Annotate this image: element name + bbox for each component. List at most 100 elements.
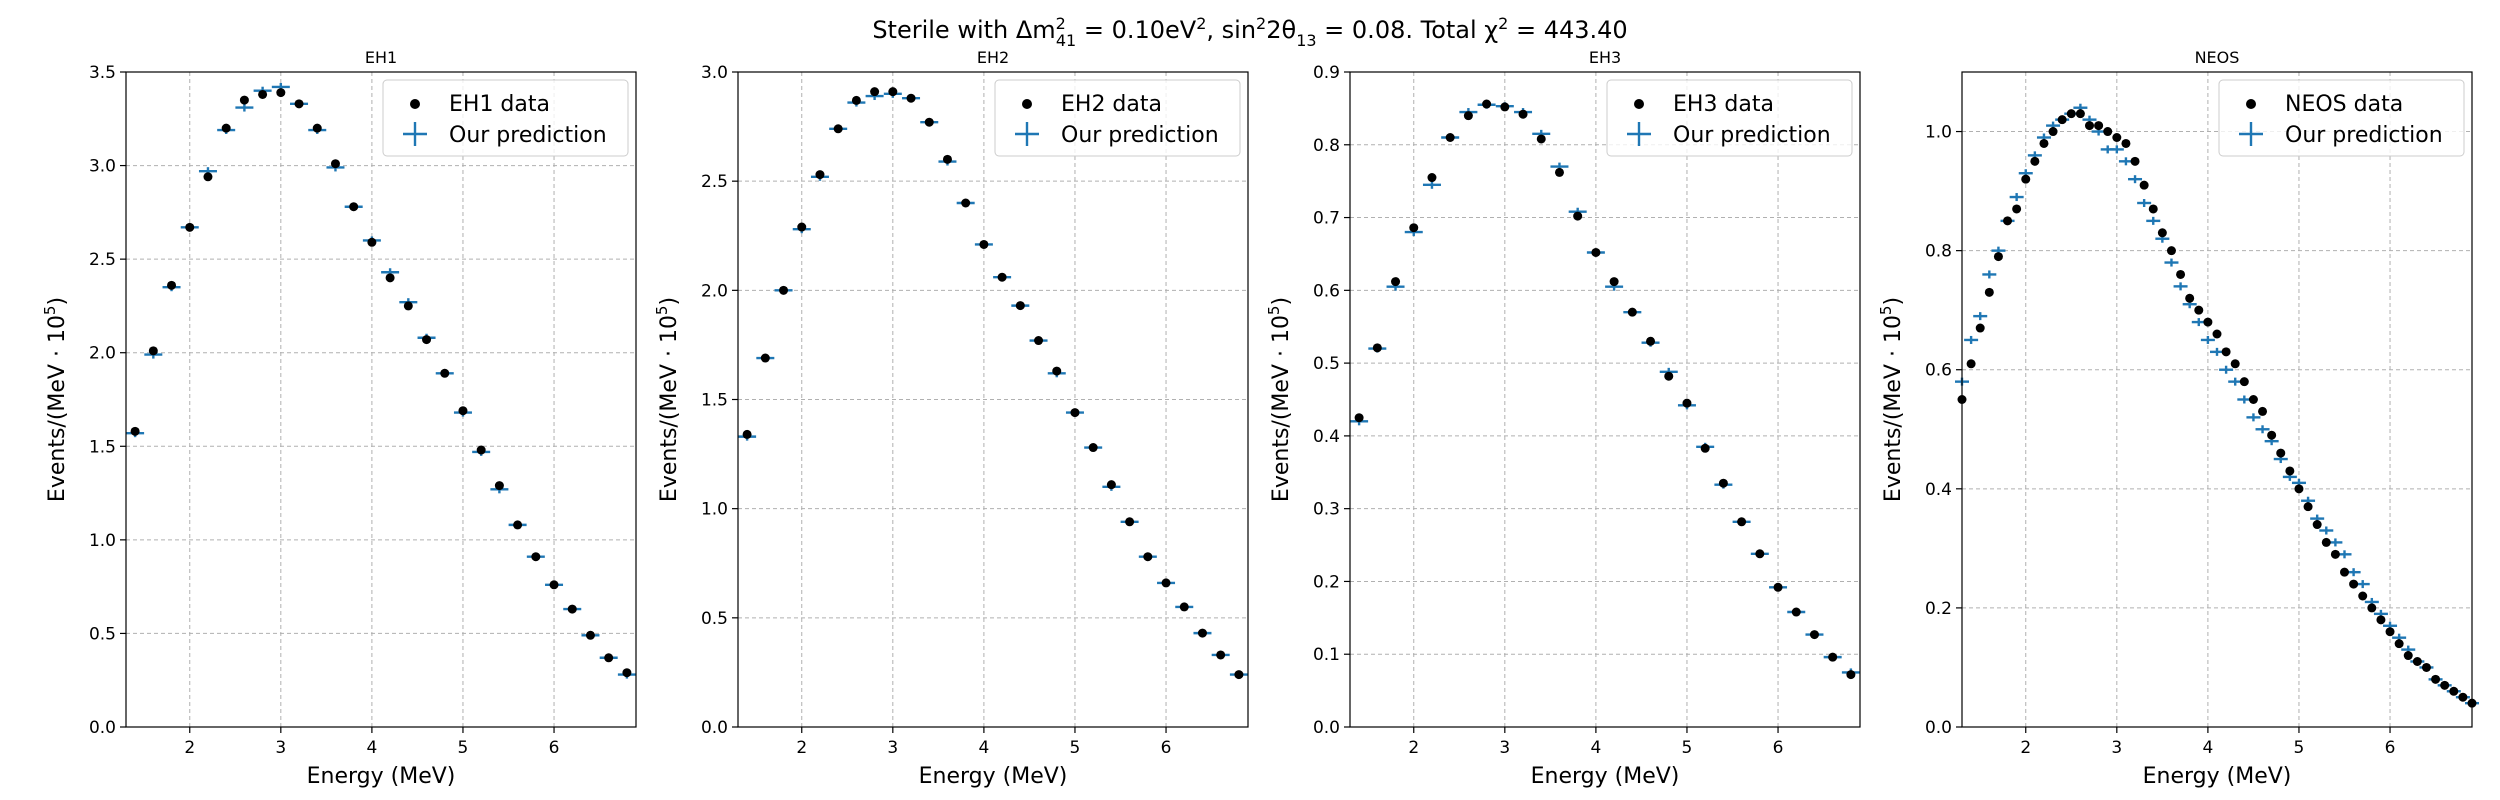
data-point xyxy=(203,172,213,182)
data-point xyxy=(1573,211,1583,221)
data-point xyxy=(942,154,952,164)
x-axis-label: Energy (MeV) xyxy=(919,764,1068,789)
legend-prediction-label: Our prediction xyxy=(2285,123,2443,148)
x-tick-label: 3 xyxy=(2111,738,2122,758)
figure-title-part: = 0.10eV xyxy=(1076,16,1197,44)
data-point xyxy=(2385,627,2395,637)
subplots: 2 3 4 5 6 0.0 0.5 1.0 1.5 2.0 2.5 3.0 3.5 EH1 Energy (… xyxy=(41,48,2479,789)
data-point xyxy=(1500,102,1510,112)
data-point xyxy=(1015,301,1025,311)
data-point xyxy=(2185,293,2195,303)
y-axis-label-part: ) xyxy=(1881,297,1906,306)
data-point xyxy=(924,117,934,127)
y-tick-label: 3.0 xyxy=(89,157,116,177)
data-point xyxy=(330,159,340,169)
data-point xyxy=(2221,347,2231,357)
y-axis-label-part: ) xyxy=(45,297,70,306)
figure-title-part: 2θ xyxy=(1266,16,1296,44)
data-point xyxy=(2039,138,2049,148)
data-point xyxy=(2066,109,2076,119)
data-point xyxy=(779,285,789,295)
data-point xyxy=(870,87,880,97)
prediction-marker xyxy=(2173,282,2188,291)
panel-title: EH3 xyxy=(1589,48,1621,67)
data-point xyxy=(1718,478,1728,488)
prediction-marker xyxy=(235,103,254,112)
data-point xyxy=(2075,109,2085,119)
data-point xyxy=(258,89,268,99)
y-tick-label: 1.0 xyxy=(701,500,728,520)
data-point xyxy=(2157,228,2167,238)
data-point xyxy=(2349,579,2359,589)
y-axis-label-part: Events/(MeV · 10 xyxy=(657,315,682,502)
data-point xyxy=(2403,651,2413,661)
figure-title-part: 41 xyxy=(1056,31,1076,50)
data-point xyxy=(1143,552,1153,562)
data-point xyxy=(1070,408,1080,418)
axes-frame xyxy=(125,71,637,728)
data-point xyxy=(148,346,158,356)
figure-title-part: 2 xyxy=(1498,14,1508,33)
legend-prediction-label: Our prediction xyxy=(1061,123,1219,148)
legend-data-marker xyxy=(1022,99,1032,109)
figure-title-part: = 0.08. Total χ xyxy=(1317,16,1499,44)
data-point xyxy=(2330,549,2340,559)
y-tick-label: 0.5 xyxy=(1313,354,1340,374)
axes-frame xyxy=(737,71,1249,728)
data-point xyxy=(2312,520,2322,530)
data-point xyxy=(1591,247,1601,257)
prediction-marker xyxy=(1973,312,1988,321)
data-point xyxy=(567,604,577,614)
data-point xyxy=(367,237,377,247)
data-point xyxy=(585,630,595,640)
data-point xyxy=(2030,156,2040,166)
data-point xyxy=(1828,652,1838,662)
y-axis-label-part: Events/(MeV · 10 xyxy=(45,315,70,502)
data-point xyxy=(2458,692,2468,702)
data-point xyxy=(239,95,249,105)
data-point xyxy=(185,222,195,232)
x-tick-label: 4 xyxy=(2202,738,2213,758)
panel-title: NEOS xyxy=(2195,48,2240,67)
y-tick-label: 0.7 xyxy=(1313,209,1340,229)
data-point xyxy=(2285,466,2295,476)
data-point xyxy=(1106,480,1116,490)
data-point xyxy=(760,353,770,363)
data-point xyxy=(2203,317,2213,327)
prediction-marker xyxy=(2255,425,2270,434)
data-point xyxy=(1372,343,1382,353)
y-tick-label: 0.0 xyxy=(1313,718,1340,738)
legend-box xyxy=(1606,79,1853,157)
data-point xyxy=(2431,674,2441,684)
data-point xyxy=(1700,443,1710,453)
x-tick-label: 6 xyxy=(1773,738,1784,758)
legend-prediction-label: Our prediction xyxy=(449,123,607,148)
data-point xyxy=(2057,115,2067,125)
x-tick-label: 4 xyxy=(978,738,989,758)
y-tick-label: 1.5 xyxy=(89,437,116,457)
data-point xyxy=(1125,517,1135,527)
data-point xyxy=(2212,329,2222,339)
legend: EH3 data Our prediction xyxy=(1606,79,1853,157)
data-point xyxy=(1554,167,1564,177)
data-point xyxy=(1755,549,1765,559)
data-point xyxy=(2449,686,2459,696)
figure-title-part: 13 xyxy=(1296,31,1316,50)
data-point xyxy=(604,653,614,663)
panel-title: EH1 xyxy=(365,48,397,67)
data-point xyxy=(888,87,898,97)
data-point xyxy=(513,520,523,530)
y-tick-label: 1.5 xyxy=(701,391,728,411)
data-point xyxy=(1161,578,1171,588)
data-point xyxy=(851,95,861,105)
data-point xyxy=(1034,336,1044,346)
y-axis-label-part: ) xyxy=(1269,297,1294,306)
x-axis-label: Energy (MeV) xyxy=(2143,764,2292,789)
x-tick-label: 2 xyxy=(1408,738,1419,758)
prediction-marker xyxy=(2219,365,2234,374)
x-tick-label: 4 xyxy=(366,738,377,758)
y-tick-label: 0.6 xyxy=(1313,281,1340,301)
legend-data-label: EH3 data xyxy=(1673,92,1774,117)
x-tick-label: 6 xyxy=(549,738,560,758)
panel-title: EH2 xyxy=(977,48,1009,67)
